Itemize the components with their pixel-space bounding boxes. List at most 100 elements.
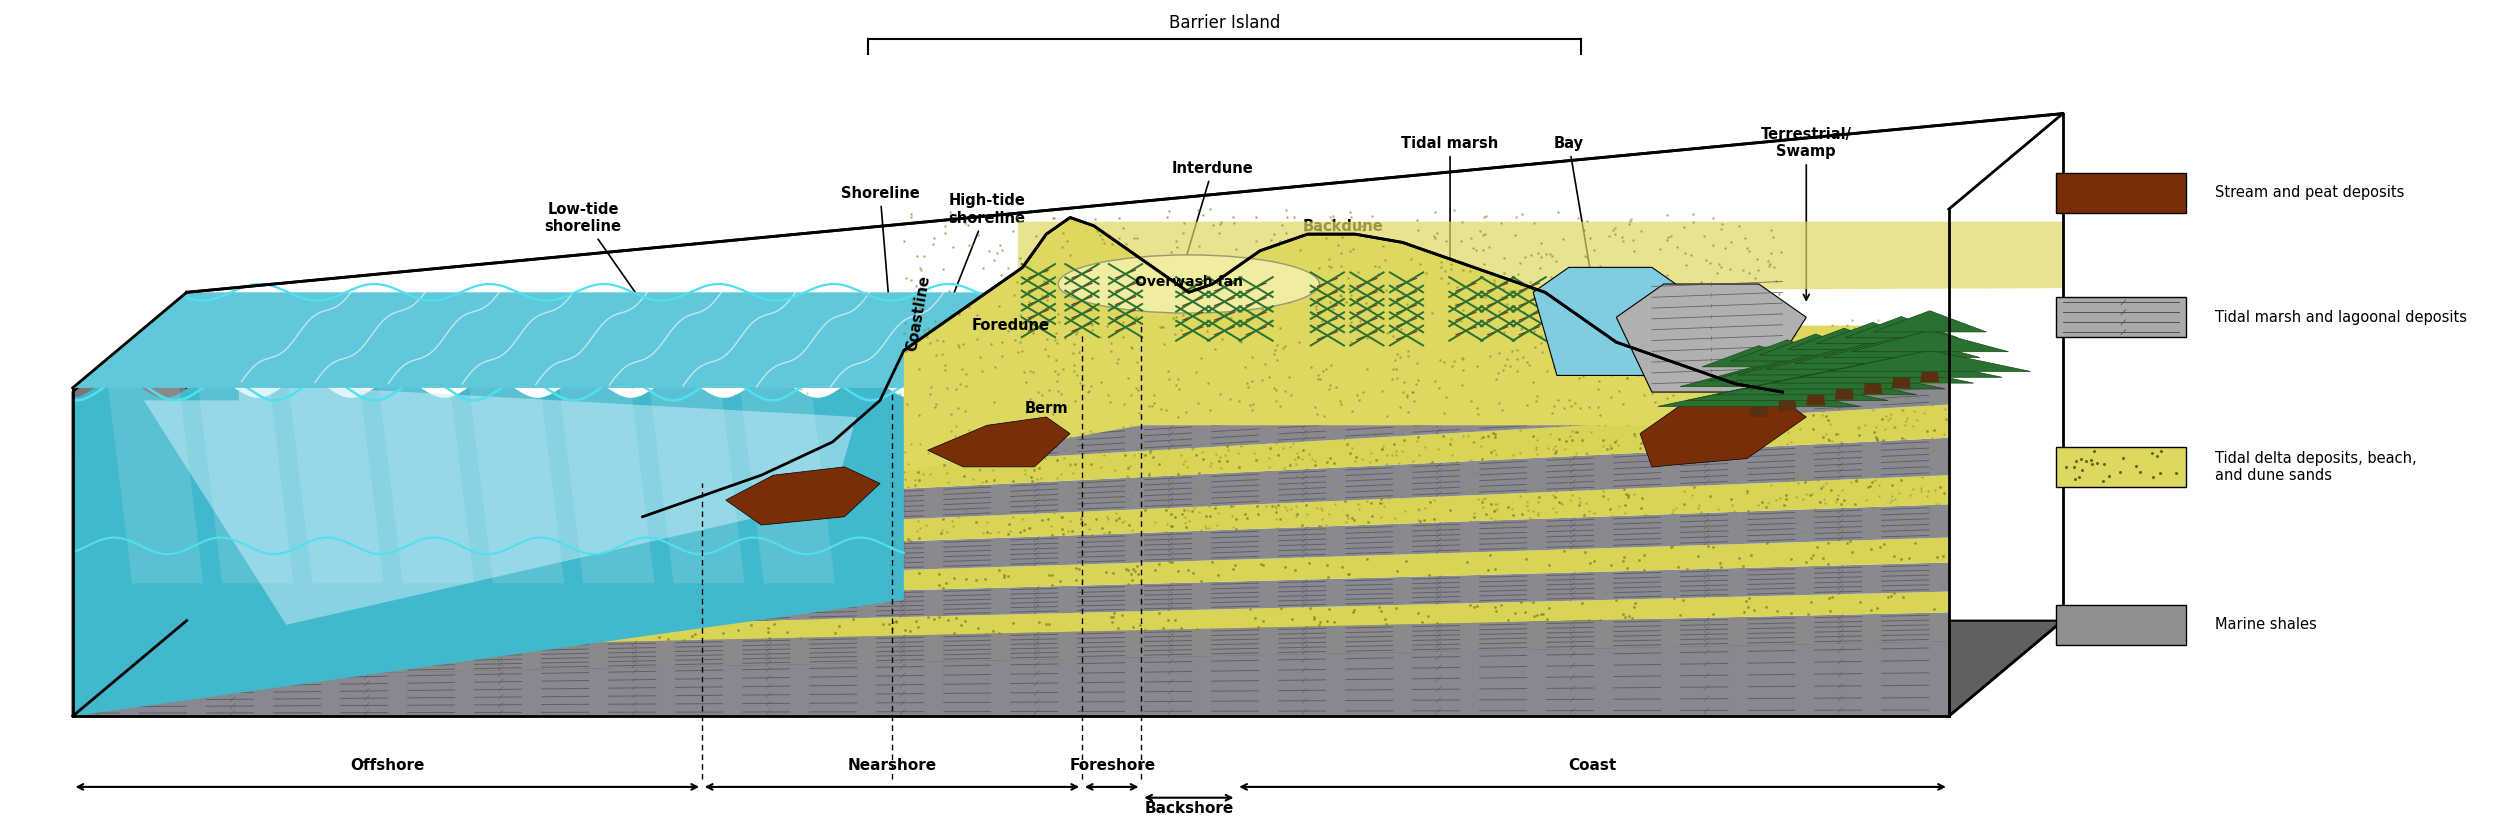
Point <box>897 249 937 263</box>
Point <box>1659 560 1699 574</box>
Point <box>1431 258 1471 271</box>
Point <box>1908 485 1948 498</box>
Point <box>1859 601 1898 615</box>
Point <box>2083 475 2123 488</box>
Point <box>1916 483 1956 496</box>
Point <box>747 409 787 423</box>
Point <box>1531 428 1571 441</box>
Point <box>1341 452 1381 465</box>
Point <box>1047 203 1087 216</box>
Point <box>1566 447 1606 460</box>
Point <box>1002 512 1042 525</box>
Point <box>1334 603 1374 616</box>
Point <box>617 433 657 446</box>
Point <box>532 499 572 512</box>
Point <box>1464 229 1504 242</box>
Point <box>852 465 892 479</box>
Point <box>727 500 767 513</box>
Point <box>787 584 827 597</box>
Point <box>1184 497 1224 510</box>
Point <box>809 348 849 361</box>
Point <box>1484 266 1524 279</box>
Point <box>1441 373 1481 386</box>
Point <box>984 570 1024 584</box>
Point <box>884 315 924 329</box>
Point <box>1107 382 1147 395</box>
Point <box>1169 399 1209 413</box>
Point <box>1356 267 1396 280</box>
Point <box>1621 323 1661 336</box>
Point <box>1614 324 1654 338</box>
Point <box>1326 515 1366 529</box>
Point <box>1651 229 1691 243</box>
Point <box>1446 555 1486 568</box>
Point <box>405 588 445 601</box>
Point <box>697 324 737 338</box>
Point <box>1908 442 1948 455</box>
Point <box>1566 326 1606 339</box>
Point <box>1704 412 1744 425</box>
Point <box>2056 472 2096 485</box>
Point <box>872 374 912 388</box>
Point <box>1114 620 1154 634</box>
Point <box>722 392 762 405</box>
Point <box>1197 339 1237 353</box>
Point <box>932 407 972 420</box>
Point <box>977 347 1017 360</box>
Point <box>1529 391 1569 404</box>
Point <box>1926 413 1966 426</box>
Point <box>2133 470 2173 484</box>
Point <box>757 455 797 469</box>
Point <box>2083 457 2123 470</box>
Point <box>595 626 634 640</box>
Point <box>1471 497 1511 510</box>
Point <box>1689 343 1729 356</box>
Point <box>455 581 495 595</box>
Point <box>602 419 642 432</box>
Point <box>1691 257 1731 270</box>
Point <box>1921 378 1961 391</box>
Point <box>929 613 969 626</box>
Point <box>65 465 105 479</box>
Point <box>1399 359 1439 372</box>
Point <box>340 496 380 510</box>
Point <box>1761 322 1801 335</box>
Point <box>1779 477 1819 490</box>
Text: Low-tide
shoreline: Low-tide shoreline <box>545 202 699 384</box>
Point <box>814 418 854 431</box>
Point <box>1714 384 1754 397</box>
Point <box>1349 523 1389 536</box>
Point <box>1089 413 1129 426</box>
Point <box>879 474 919 487</box>
Point <box>667 411 707 425</box>
Point <box>1214 327 1254 340</box>
Point <box>1264 461 1304 475</box>
Point <box>1361 496 1401 510</box>
Point <box>1549 394 1589 407</box>
Point <box>1047 351 1087 364</box>
Point <box>1766 488 1806 501</box>
Point <box>1331 369 1371 382</box>
Point <box>1074 474 1114 487</box>
Point <box>1411 354 1451 367</box>
Point <box>500 445 540 458</box>
Point <box>510 443 550 456</box>
Point <box>1521 289 1561 303</box>
Polygon shape <box>727 467 879 525</box>
Point <box>974 360 1014 374</box>
Point <box>1756 493 1796 506</box>
Point <box>1449 332 1489 345</box>
Point <box>1029 383 1069 396</box>
Point <box>1182 351 1222 364</box>
Point <box>1729 383 1769 396</box>
Point <box>197 550 237 564</box>
Point <box>1759 321 1799 334</box>
Point <box>969 526 1009 540</box>
Point <box>1606 523 1646 536</box>
Point <box>1294 395 1334 409</box>
Point <box>732 619 772 632</box>
Point <box>1606 610 1646 624</box>
Point <box>1754 451 1794 465</box>
Point <box>1901 485 1941 498</box>
Point <box>772 522 812 535</box>
